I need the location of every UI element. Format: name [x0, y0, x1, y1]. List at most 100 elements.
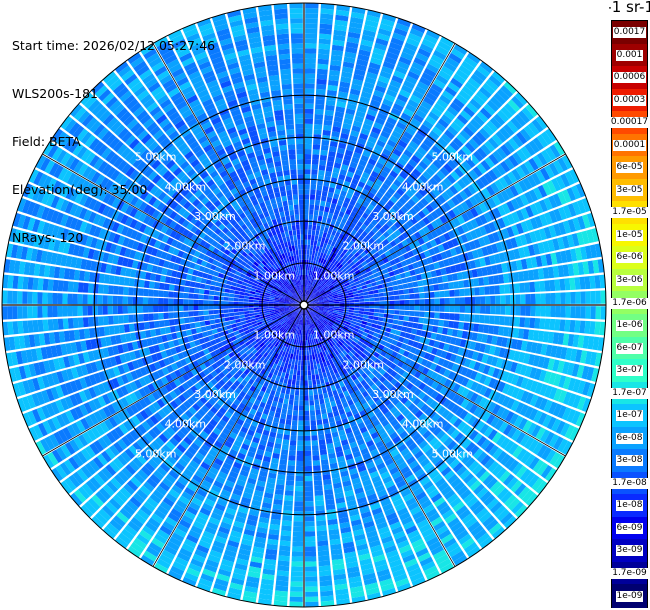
range-gate-cell — [403, 108, 414, 118]
range-gate-cell — [495, 242, 504, 253]
range-gate-cell — [359, 305, 365, 308]
range-gate-cell — [326, 249, 332, 256]
range-gate-cell — [439, 298, 445, 305]
range-gate-cell — [308, 270, 312, 276]
range-gate-cell — [403, 315, 410, 322]
range-gate-cell — [472, 150, 484, 162]
range-gate-cell — [357, 137, 367, 145]
range-gate-cell — [580, 291, 586, 304]
range-gate-cell — [540, 293, 546, 305]
range-gate-cell — [345, 208, 352, 216]
range-gate-cell — [408, 288, 415, 294]
range-gate-cell — [510, 260, 518, 272]
range-gate-cell — [329, 234, 335, 241]
range-gate-cell — [433, 102, 446, 114]
range-gate-cell — [547, 239, 555, 252]
range-gate-cell — [500, 85, 514, 98]
range-gate-cell — [387, 84, 400, 94]
range-gate-cell — [382, 61, 396, 70]
range-gate-cell — [383, 313, 390, 319]
range-gate-cell — [414, 85, 427, 96]
range-gate-cell — [409, 28, 424, 38]
range-gate-cell — [352, 258, 359, 264]
range-gate-cell — [488, 221, 497, 233]
range-gate-cell — [295, 480, 304, 487]
range-gate-cell — [338, 211, 345, 218]
range-gate-cell — [306, 290, 309, 296]
range-gate-cell — [304, 420, 310, 426]
range-gate-cell — [304, 219, 309, 225]
range-gate-cell — [320, 13, 334, 20]
range-gate-cell — [288, 455, 296, 461]
range-gate-cell — [311, 229, 316, 236]
range-gate-cell — [500, 295, 506, 305]
range-gate-cell — [370, 57, 383, 66]
range-gate-cell — [304, 154, 312, 160]
range-gate-cell — [342, 159, 351, 166]
range-gate-cell — [313, 306, 320, 308]
range-gate-cell — [479, 305, 486, 314]
range-gate-cell — [414, 132, 425, 142]
range-gate-cell — [362, 29, 376, 38]
range-gate-cell — [308, 285, 312, 291]
range-gate-cell — [338, 298, 345, 302]
range-gate-cell — [562, 220, 572, 234]
range-gate-cell — [338, 173, 346, 181]
range-gate-cell — [304, 536, 316, 542]
range-gate-cell — [319, 159, 327, 166]
range-gate-cell — [362, 150, 371, 158]
range-gate-cell — [529, 217, 539, 230]
range-gate-cell — [364, 298, 370, 302]
range-gate-cell — [378, 292, 385, 297]
range-gate-cell — [567, 333, 575, 347]
range-gate-cell — [380, 130, 391, 139]
range-gate-cell — [379, 234, 386, 242]
range-gate-cell — [390, 107, 402, 117]
range-gate-cell — [317, 279, 322, 285]
range-gate-cell — [558, 206, 567, 220]
range-gate-cell — [367, 244, 375, 251]
range-gate-cell — [281, 520, 292, 527]
range-gate-cell — [530, 293, 536, 305]
range-gate-cell — [330, 177, 338, 184]
range-gate-cell — [300, 370, 304, 376]
range-gate-cell — [393, 212, 401, 221]
range-gate-cell — [314, 305, 320, 307]
range-gate-cell — [414, 150, 424, 160]
range-gate-cell — [405, 103, 417, 113]
range-gate-cell — [324, 170, 332, 177]
range-gate-cell — [311, 271, 315, 277]
range-gate-cell — [353, 225, 360, 232]
range-gate-cell — [466, 52, 481, 65]
range-gate-cell — [490, 305, 496, 315]
range-gate-cell — [404, 310, 410, 316]
range-gate-cell — [504, 316, 511, 326]
range-gate-cell — [453, 44, 468, 56]
range-gate-cell — [363, 311, 370, 315]
range-gate-cell — [327, 228, 333, 235]
range-gate-cell — [519, 128, 532, 142]
range-gate-cell — [312, 379, 317, 386]
range-gate-cell — [357, 289, 364, 294]
range-gate-cell — [367, 287, 373, 292]
range-gate-cell — [456, 113, 469, 125]
range-gate-cell — [313, 276, 317, 282]
range-gate-cell — [311, 294, 316, 299]
range-gate-cell — [326, 233, 331, 240]
range-gate-cell — [392, 166, 402, 175]
range-gate-cell — [318, 210, 324, 217]
range-gate-cell — [392, 103, 404, 112]
range-gate-cell — [389, 79, 402, 89]
range-gate-cell — [304, 68, 316, 74]
range-gate-cell — [389, 216, 398, 224]
range-gate-cell — [422, 119, 434, 130]
range-gate-cell — [319, 302, 325, 305]
range-gate-cell — [453, 182, 463, 192]
range-gate-cell — [292, 374, 297, 381]
range-gate-cell — [318, 280, 323, 286]
range-gate-cell — [385, 161, 394, 170]
range-gate-cell — [469, 196, 478, 207]
range-gate-cell — [496, 147, 508, 160]
range-gate-cell — [424, 311, 430, 318]
range-gate-cell — [565, 249, 573, 263]
